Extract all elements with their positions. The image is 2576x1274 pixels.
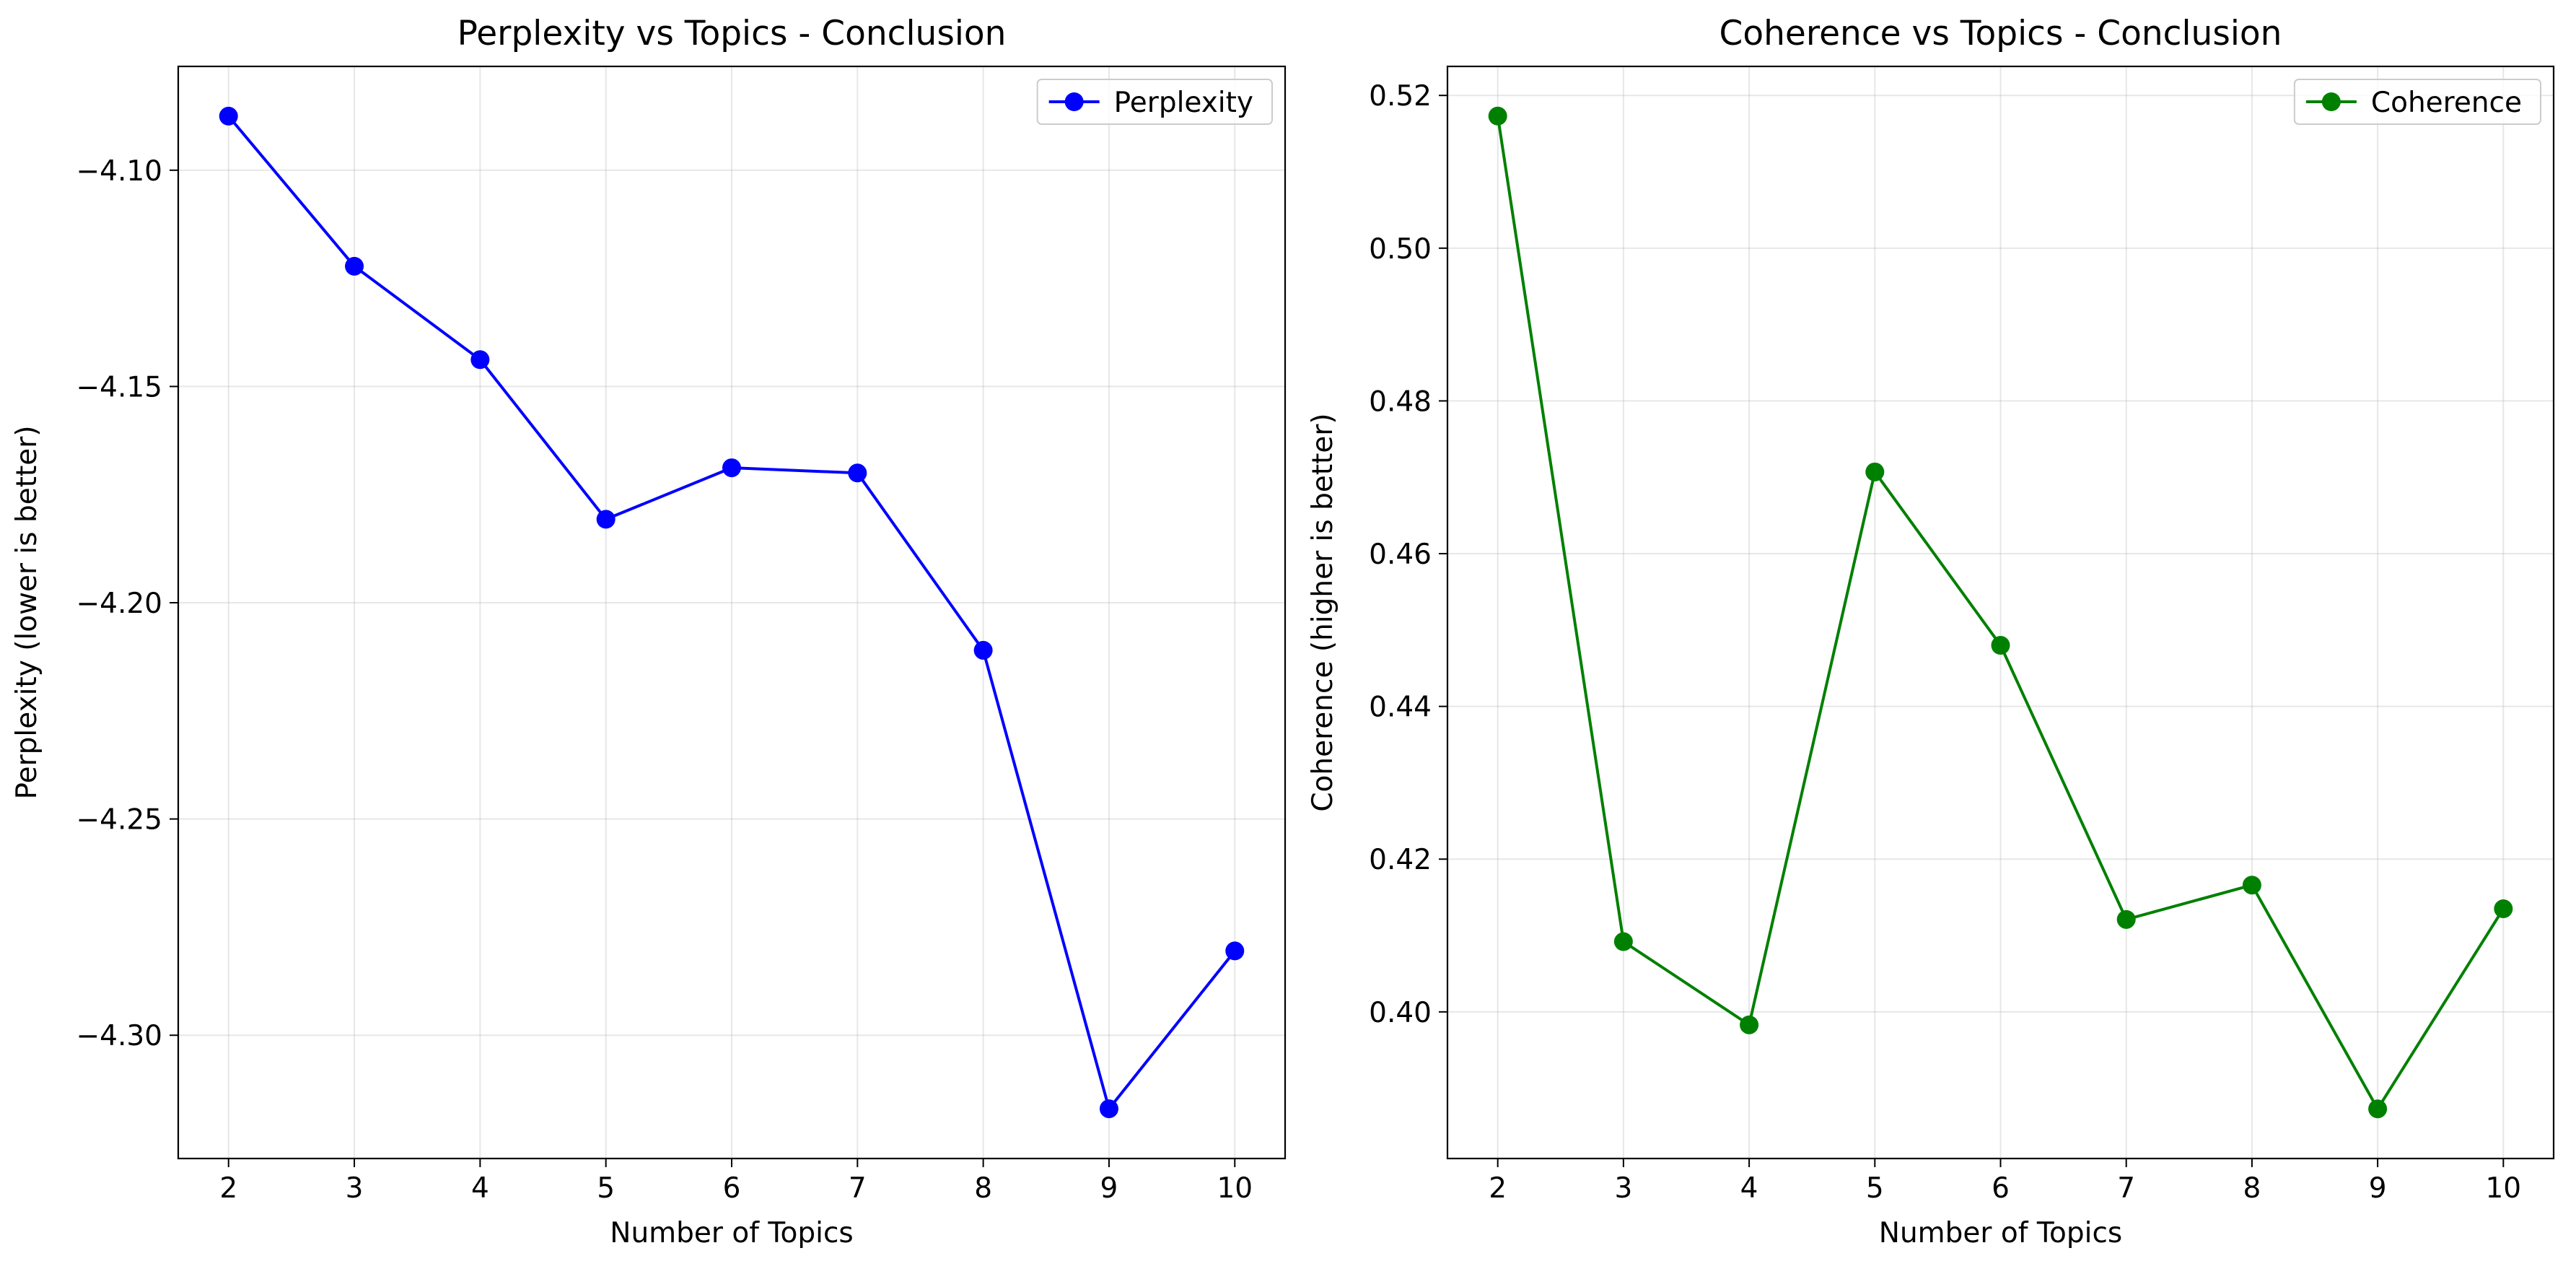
coherence-data-point <box>2494 899 2513 919</box>
coherence-x-tick-label: 9 <box>2369 1172 2387 1205</box>
coherence-y-tick-label: 0.44 <box>1369 691 1432 724</box>
coherence-x-axis-label: Number of Topics <box>1879 1217 2122 1249</box>
perplexity-y-tick-label: −4.25 <box>76 804 162 837</box>
perplexity-grid <box>178 66 1285 1159</box>
coherence-grid <box>1447 66 2554 1159</box>
coherence-data-point <box>1991 635 2010 655</box>
perplexity-data-point <box>848 463 867 483</box>
perplexity-data-point <box>596 510 615 529</box>
perplexity-legend: Perplexity <box>1036 79 1273 125</box>
coherence-data-point <box>1740 1015 1759 1034</box>
coherence-chart: 2 3 4 5 6 7 8 9 10 0.40 0.42 0.44 0.46 0.48 0.50 0.52 C… <box>1307 14 2555 1249</box>
coherence-data-point <box>2116 909 2136 929</box>
coherence-y-tick-label: 0.42 <box>1369 844 1432 876</box>
perplexity-data-point <box>1225 941 1245 961</box>
perplexity-chart-title: Perplexity vs Topics - Conclusion <box>457 14 1007 53</box>
perplexity-x-tick-label: 9 <box>1100 1172 1118 1205</box>
perplexity-x-tick-label: 4 <box>471 1172 489 1205</box>
perplexity-series <box>219 106 1245 1119</box>
coherence-y-tick-label: 0.48 <box>1369 385 1432 418</box>
perplexity-x-tick-label: 2 <box>219 1172 237 1205</box>
coherence-y-tick-label: 0.50 <box>1369 233 1432 266</box>
perplexity-data-point <box>470 350 490 370</box>
coherence-data-point <box>2242 876 2261 895</box>
coherence-ticks: 2 3 4 5 6 7 8 9 10 0.40 0.42 0.44 0.46 0.48 0.50 0.52 <box>1369 80 2521 1205</box>
perplexity-y-tick-label: −4.10 <box>76 155 162 188</box>
coherence-data-point <box>1613 932 1633 951</box>
coherence-legend-label: Coherence <box>2371 87 2522 119</box>
coherence-legend-box <box>2293 79 2541 125</box>
coherence-x-tick-label: 7 <box>2117 1172 2135 1205</box>
coherence-series <box>1488 106 2513 1119</box>
coherence-x-tick-label: 4 <box>1740 1172 1758 1205</box>
coherence-chart-title: Coherence vs Topics - Conclusion <box>1719 14 2282 53</box>
perplexity-x-tick-label: 8 <box>974 1172 992 1205</box>
perplexity-data-point <box>345 256 364 276</box>
coherence-y-axis-label: Coherence (higher is better) <box>1307 413 1339 811</box>
coherence-x-tick-label: 3 <box>1614 1172 1632 1205</box>
coherence-legend-marker <box>2321 92 2341 111</box>
perplexity-legend-box <box>1036 79 1273 125</box>
coherence-x-tick-label: 10 <box>2485 1172 2521 1205</box>
coherence-data-point <box>1488 106 1507 126</box>
coherence-x-tick-label: 5 <box>1866 1172 1884 1205</box>
coherence-y-tick-label: 0.40 <box>1369 997 1432 1029</box>
perplexity-y-tick-label: −4.20 <box>76 588 162 620</box>
perplexity-data-point <box>722 458 741 478</box>
perplexity-data-point <box>219 106 238 126</box>
perplexity-ticks: 2 3 4 5 6 7 8 9 10 −4.10 −4.15 −4.20 −4.25 −4.30 <box>76 155 1253 1205</box>
coherence-data-point <box>1865 462 1885 481</box>
perplexity-legend-label: Perplexity <box>1114 87 1253 119</box>
perplexity-legend-marker <box>1064 92 1084 111</box>
coherence-x-tick-label: 8 <box>2243 1172 2261 1205</box>
coherence-y-tick-label: 0.46 <box>1369 538 1432 571</box>
perplexity-x-tick-label: 7 <box>849 1172 867 1205</box>
perplexity-chart: 2 3 4 5 6 7 8 9 10 −4.10 −4.15 −4.20 −4.25 −4.30 Perp… <box>11 14 1287 1249</box>
coherence-legend: Coherence <box>2293 79 2541 125</box>
coherence-x-tick-label: 2 <box>1489 1172 1507 1205</box>
perplexity-data-point <box>973 640 993 660</box>
perplexity-x-tick-label: 5 <box>597 1172 615 1205</box>
perplexity-x-tick-label: 3 <box>346 1172 364 1205</box>
perplexity-x-tick-label: 6 <box>723 1172 741 1205</box>
perplexity-x-axis-label: Number of Topics <box>610 1217 853 1249</box>
coherence-x-tick-label: 6 <box>1992 1172 2010 1205</box>
coherence-data-point <box>2368 1099 2388 1119</box>
coherence-y-tick-label: 0.52 <box>1369 80 1432 113</box>
perplexity-x-tick-label: 10 <box>1217 1172 1253 1205</box>
perplexity-y-tick-label: −4.30 <box>76 1020 162 1052</box>
perplexity-y-tick-label: −4.15 <box>76 371 162 403</box>
perplexity-data-point <box>1099 1099 1118 1119</box>
perplexity-y-axis-label: Perplexity (lower is better) <box>11 425 43 799</box>
